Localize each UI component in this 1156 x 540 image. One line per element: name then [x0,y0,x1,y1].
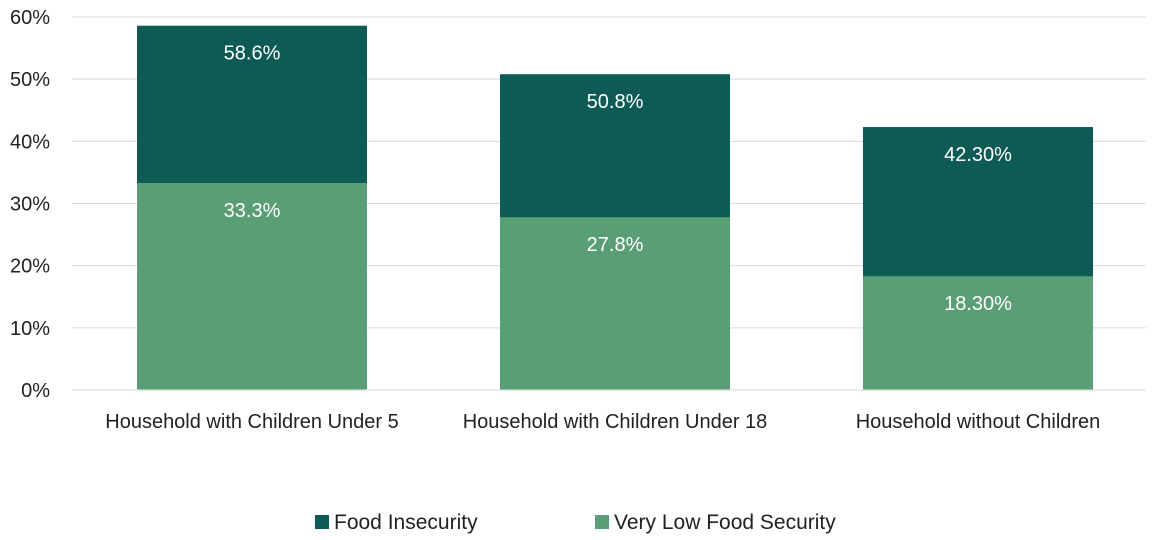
data-label-very-low-food-security: 27.8% [587,234,644,256]
x-category-label: Household without Children [856,411,1101,433]
y-tick-label: 10% [10,318,50,340]
data-labels: 58.6% 33.3% 50.8% 27.8% 42.30% 18.30% [224,43,1012,316]
legend-swatch [595,515,609,529]
y-tick-label: 30% [10,194,50,216]
y-tick-label: 60% [10,7,50,29]
x-axis-categories: Household with Children Under 5 Household… [105,411,1100,433]
y-tick-label: 40% [10,131,50,153]
legend-swatch [315,515,329,529]
bar-very-low-food-security [863,276,1093,390]
legend: Food Insecurity Very Low Food Security [315,511,836,534]
legend-label: Food Insecurity [334,511,478,534]
x-category-label: Household with Children Under 5 [105,411,399,433]
bar-very-low-food-security [137,182,367,390]
legend-label: Very Low Food Security [614,511,836,534]
y-tick-label: 20% [10,256,50,278]
data-label-very-low-food-security: 33.3% [224,200,281,222]
y-tick-label: 50% [10,69,50,91]
y-axis-ticks: 0% 10% 20% 30% 40% 50% 60% [10,7,50,402]
y-tick-label: 0% [21,380,50,402]
bars [72,25,1146,391]
data-label-food-insecurity: 58.6% [224,43,281,65]
data-label-food-insecurity: 42.30% [944,144,1012,166]
data-label-food-insecurity: 50.8% [587,91,644,113]
x-category-label: Household with Children Under 18 [463,411,768,433]
bar-very-low-food-security [500,217,730,390]
data-label-very-low-food-security: 18.30% [944,293,1012,315]
